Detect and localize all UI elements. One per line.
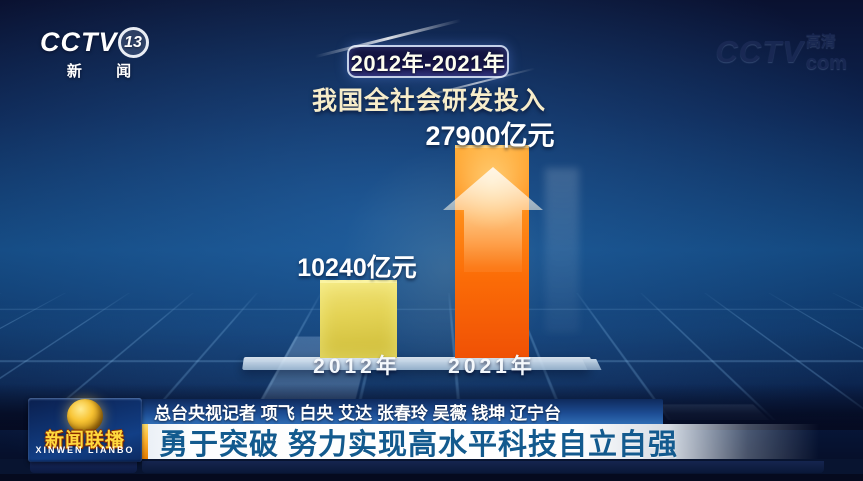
cctv-hd-watermark: CCTV 高清 com: [715, 34, 847, 73]
value-label-2021: 27900亿元: [425, 121, 555, 151]
headline-text: 勇于突破 努力实现高水平科技自立自强: [159, 428, 679, 461]
light-beam: [545, 168, 579, 333]
cctv13-logo: CCTV 13 新 闻: [40, 27, 170, 81]
bar-2012: [320, 280, 397, 358]
credits-text: 总台央视记者 项飞 白央 艾达 张春玲 吴薇 钱坤 辽宁台: [154, 404, 562, 423]
credits-bar: 总台央视记者 项飞 白央 艾达 张春玲 吴薇 钱坤 辽宁台: [142, 399, 663, 424]
period-banner: 2012年-2021年: [347, 45, 509, 78]
watermark-hd-text: 高清: [805, 33, 836, 50]
headline-bar: 勇于突破 努力实现高水平科技自立自强: [142, 424, 863, 461]
period-banner-text: 2012年-2021年: [350, 50, 506, 76]
watermark-brand-text: CCTV: [715, 34, 804, 69]
globe-icon: [67, 399, 103, 433]
cctv-logo-text: CCTV: [40, 27, 118, 57]
program-romanized: XINWEN LIANBO: [35, 445, 135, 455]
category-label-2012: 2012年: [313, 355, 401, 378]
bottom-edge: [0, 474, 863, 481]
program-name: 新闻联播: [44, 430, 125, 451]
channel-name-label: 新 闻: [66, 63, 147, 80]
program-logo-block: 新闻联播 XINWEN LIANBO: [28, 398, 142, 462]
value-label-2012: 10240亿元: [297, 254, 417, 282]
headline-accent-stripe: [142, 424, 148, 459]
chart-title: 我国全社会研发投入: [311, 87, 546, 115]
ticker-strip-left: [30, 461, 137, 473]
channel-13-badge: 13: [117, 27, 149, 58]
category-label-2021: 2021年: [448, 355, 536, 378]
ticker-strip-right: [142, 461, 824, 473]
watermark-com-text: com: [805, 52, 847, 74]
